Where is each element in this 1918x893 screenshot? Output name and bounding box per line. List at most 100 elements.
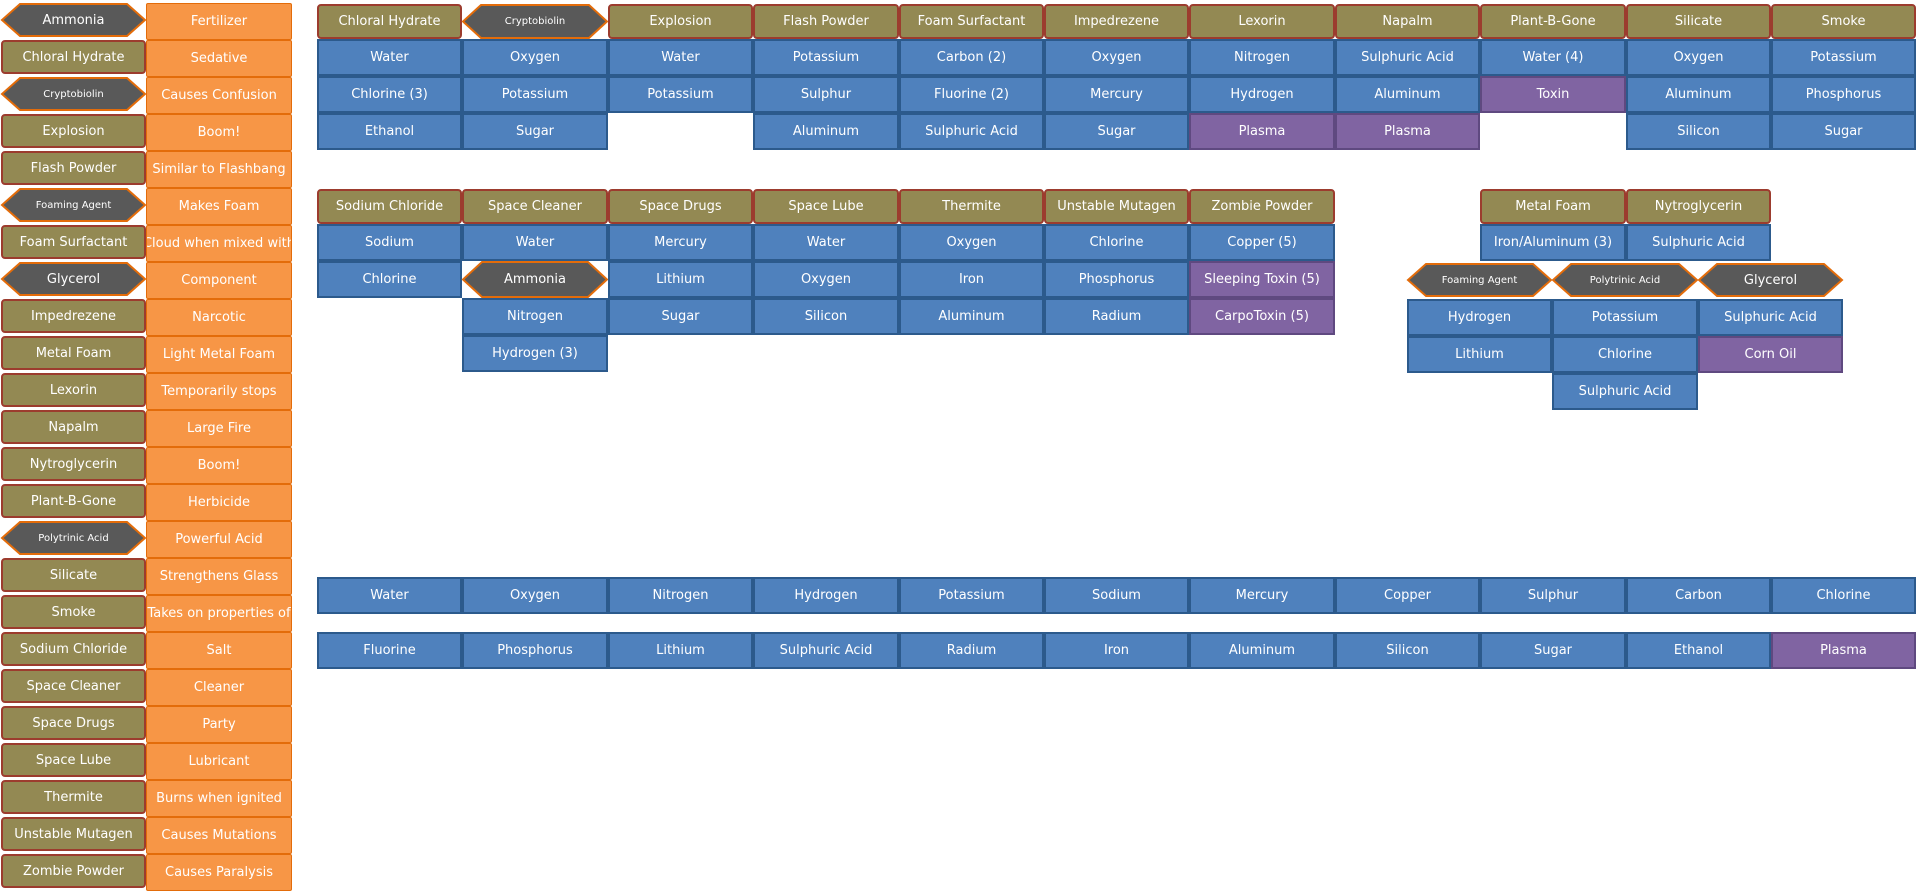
- ingredient-lithium: Lithium: [608, 261, 753, 298]
- product-undefined: Ammonia: [0, 3, 147, 37]
- product-impedrezene: Impedrezene: [1044, 4, 1189, 39]
- ingredient-potassium: Potassium: [1771, 39, 1916, 76]
- ingredient-plasma: Plasma: [1771, 632, 1916, 669]
- description-cryptobiolin: Causes Confusion: [146, 77, 292, 114]
- ingredient-sulphur: Sulphur: [753, 76, 899, 113]
- ingredient-fluorine-2: Fluorine (2): [899, 76, 1044, 113]
- product-plant-b-gone: Plant-B-Gone: [1480, 4, 1626, 39]
- product-polytrinic-acid: Polytrinic Acid: [1551, 263, 1699, 297]
- ingredient-potassium: Potassium: [1552, 299, 1698, 336]
- product-undefined: Thermite: [1, 780, 146, 814]
- product-space-drugs: Space Drugs: [608, 189, 753, 224]
- ingredient-hydrogen: Hydrogen: [1189, 76, 1335, 113]
- description-sodium-chloride: Salt: [146, 632, 292, 669]
- description-space-drugs: Party: [146, 706, 292, 743]
- description-ammonia: Fertilizer: [146, 3, 292, 40]
- product-undefined-label: Polytrinic Acid: [38, 532, 109, 544]
- ingredient-water: Water: [317, 577, 462, 614]
- product-smoke: Smoke: [1771, 4, 1916, 39]
- product-undefined: Cryptobiolin: [0, 77, 147, 111]
- product-cryptobiolin: Cryptobiolin: [461, 4, 609, 39]
- product-foaming-agent-label: Foaming Agent: [1441, 274, 1518, 286]
- description-metal-foam: Light Metal Foam: [146, 336, 292, 373]
- ingredient-sodium: Sodium: [1044, 577, 1189, 614]
- product-undefined: Foam Surfactant: [1, 225, 146, 259]
- ingredient-potassium: Potassium: [462, 76, 608, 113]
- product-undefined: Glycerol: [0, 262, 147, 296]
- ingredient-aluminum: Aluminum: [1189, 632, 1335, 669]
- ingredient-water: Water: [608, 39, 753, 76]
- ingredient-sugar: Sugar: [1044, 113, 1189, 150]
- ingredient-hydrogen: Hydrogen: [753, 577, 899, 614]
- hexagon-shape: [0, 521, 147, 555]
- ingredient-oxygen: Oxygen: [753, 261, 899, 298]
- product-undefined: Explosion: [1, 114, 146, 148]
- product-undefined: Metal Foam: [1, 336, 146, 370]
- product-undefined: Space Cleaner: [1, 669, 146, 703]
- ingredient-sugar: Sugar: [608, 298, 753, 335]
- description-silicate: Strengthens Glass: [146, 558, 292, 595]
- ingredient-oxygen: Oxygen: [462, 39, 608, 76]
- product-lexorin: Lexorin: [1189, 4, 1335, 39]
- ingredient-radium: Radium: [1044, 298, 1189, 335]
- hexagon-shape: [1697, 263, 1844, 297]
- product-sodium-chloride: Sodium Chloride: [317, 189, 462, 224]
- product-undefined: Napalm: [1, 410, 146, 444]
- ingredient-iron: Iron: [1044, 632, 1189, 669]
- description-glycerol: Component: [146, 262, 292, 299]
- product-undefined: Foaming Agent: [0, 188, 147, 222]
- product-undefined: Smoke: [1, 595, 146, 629]
- product-undefined: Polytrinic Acid: [0, 521, 147, 555]
- description-chloral-hydrate: Sedative: [146, 40, 292, 77]
- product-undefined: Impedrezene: [1, 299, 146, 333]
- ingredient-lithium: Lithium: [608, 632, 753, 669]
- product-nytroglycerin: Nytroglycerin: [1626, 189, 1771, 224]
- product-undefined-label: Glycerol: [46, 271, 101, 287]
- description-napalm: Large Fire: [146, 410, 292, 447]
- product-undefined: Plant-B-Gone: [1, 484, 146, 518]
- product-chloral-hydrate: Chloral Hydrate: [317, 4, 462, 39]
- ingredient-chlorine: Chlorine: [1771, 577, 1916, 614]
- product-polytrinic-acid-label: Polytrinic Acid: [1589, 274, 1661, 286]
- description-space-cleaner: Cleaner: [146, 669, 292, 706]
- product-undefined: Lexorin: [1, 373, 146, 407]
- ingredient-nitrogen: Nitrogen: [462, 298, 608, 335]
- hexagon-shape: [0, 3, 147, 37]
- product-space-lube: Space Lube: [753, 189, 899, 224]
- ingredient-ethanol: Ethanol: [1626, 632, 1771, 669]
- ingredient-copper-5: Copper (5): [1189, 224, 1335, 261]
- hexagon-shape: [1551, 263, 1699, 297]
- description-thermite: Burns when ignited: [146, 780, 292, 817]
- ingredient-mercury: Mercury: [608, 224, 753, 261]
- ingredient-plasma: Plasma: [1335, 113, 1480, 150]
- product-undefined-label: Cryptobiolin: [43, 88, 104, 100]
- product-glycerol: Glycerol: [1697, 263, 1844, 297]
- product-unstable-mutagen: Unstable Mutagen: [1044, 189, 1189, 224]
- ingredient-sleeping-toxin-5: Sleeping Toxin (5): [1189, 261, 1335, 298]
- ingredient-sulphuric-acid: Sulphuric Acid: [1698, 299, 1843, 336]
- description-smoke: Takes on properties of: [146, 595, 292, 632]
- ingredient-carbon: Carbon: [1626, 577, 1771, 614]
- product-glycerol-label: Glycerol: [1743, 272, 1798, 288]
- ingredient-water: Water: [753, 224, 899, 261]
- ingredient-oxygen: Oxygen: [462, 577, 608, 614]
- hexagon-shape: [461, 4, 609, 39]
- hexagon-shape: [0, 188, 147, 222]
- ingredient-oxygen: Oxygen: [899, 224, 1044, 261]
- ingredient-phosphorus: Phosphorus: [1044, 261, 1189, 298]
- product-flash-powder: Flash Powder: [753, 4, 899, 39]
- ingredient-phosphorus: Phosphorus: [462, 632, 608, 669]
- product-undefined: Space Lube: [1, 743, 146, 777]
- ingredient-ammonia-label: Ammonia: [504, 272, 566, 287]
- ingredient-potassium: Potassium: [608, 76, 753, 113]
- hexagon-shape: [461, 261, 609, 298]
- ingredient-sugar: Sugar: [1771, 113, 1916, 150]
- ingredient-sulphur: Sulphur: [1480, 577, 1626, 614]
- hexagon-shape: [0, 262, 147, 296]
- ingredient-sulphuric-acid: Sulphuric Acid: [753, 632, 899, 669]
- hexagon-shape: [0, 77, 147, 111]
- ingredient-water: Water: [317, 39, 462, 76]
- ingredient-chlorine-3: Chlorine (3): [317, 76, 462, 113]
- product-undefined-label: Ammonia: [42, 12, 105, 28]
- hexagon-shape: [1406, 263, 1553, 297]
